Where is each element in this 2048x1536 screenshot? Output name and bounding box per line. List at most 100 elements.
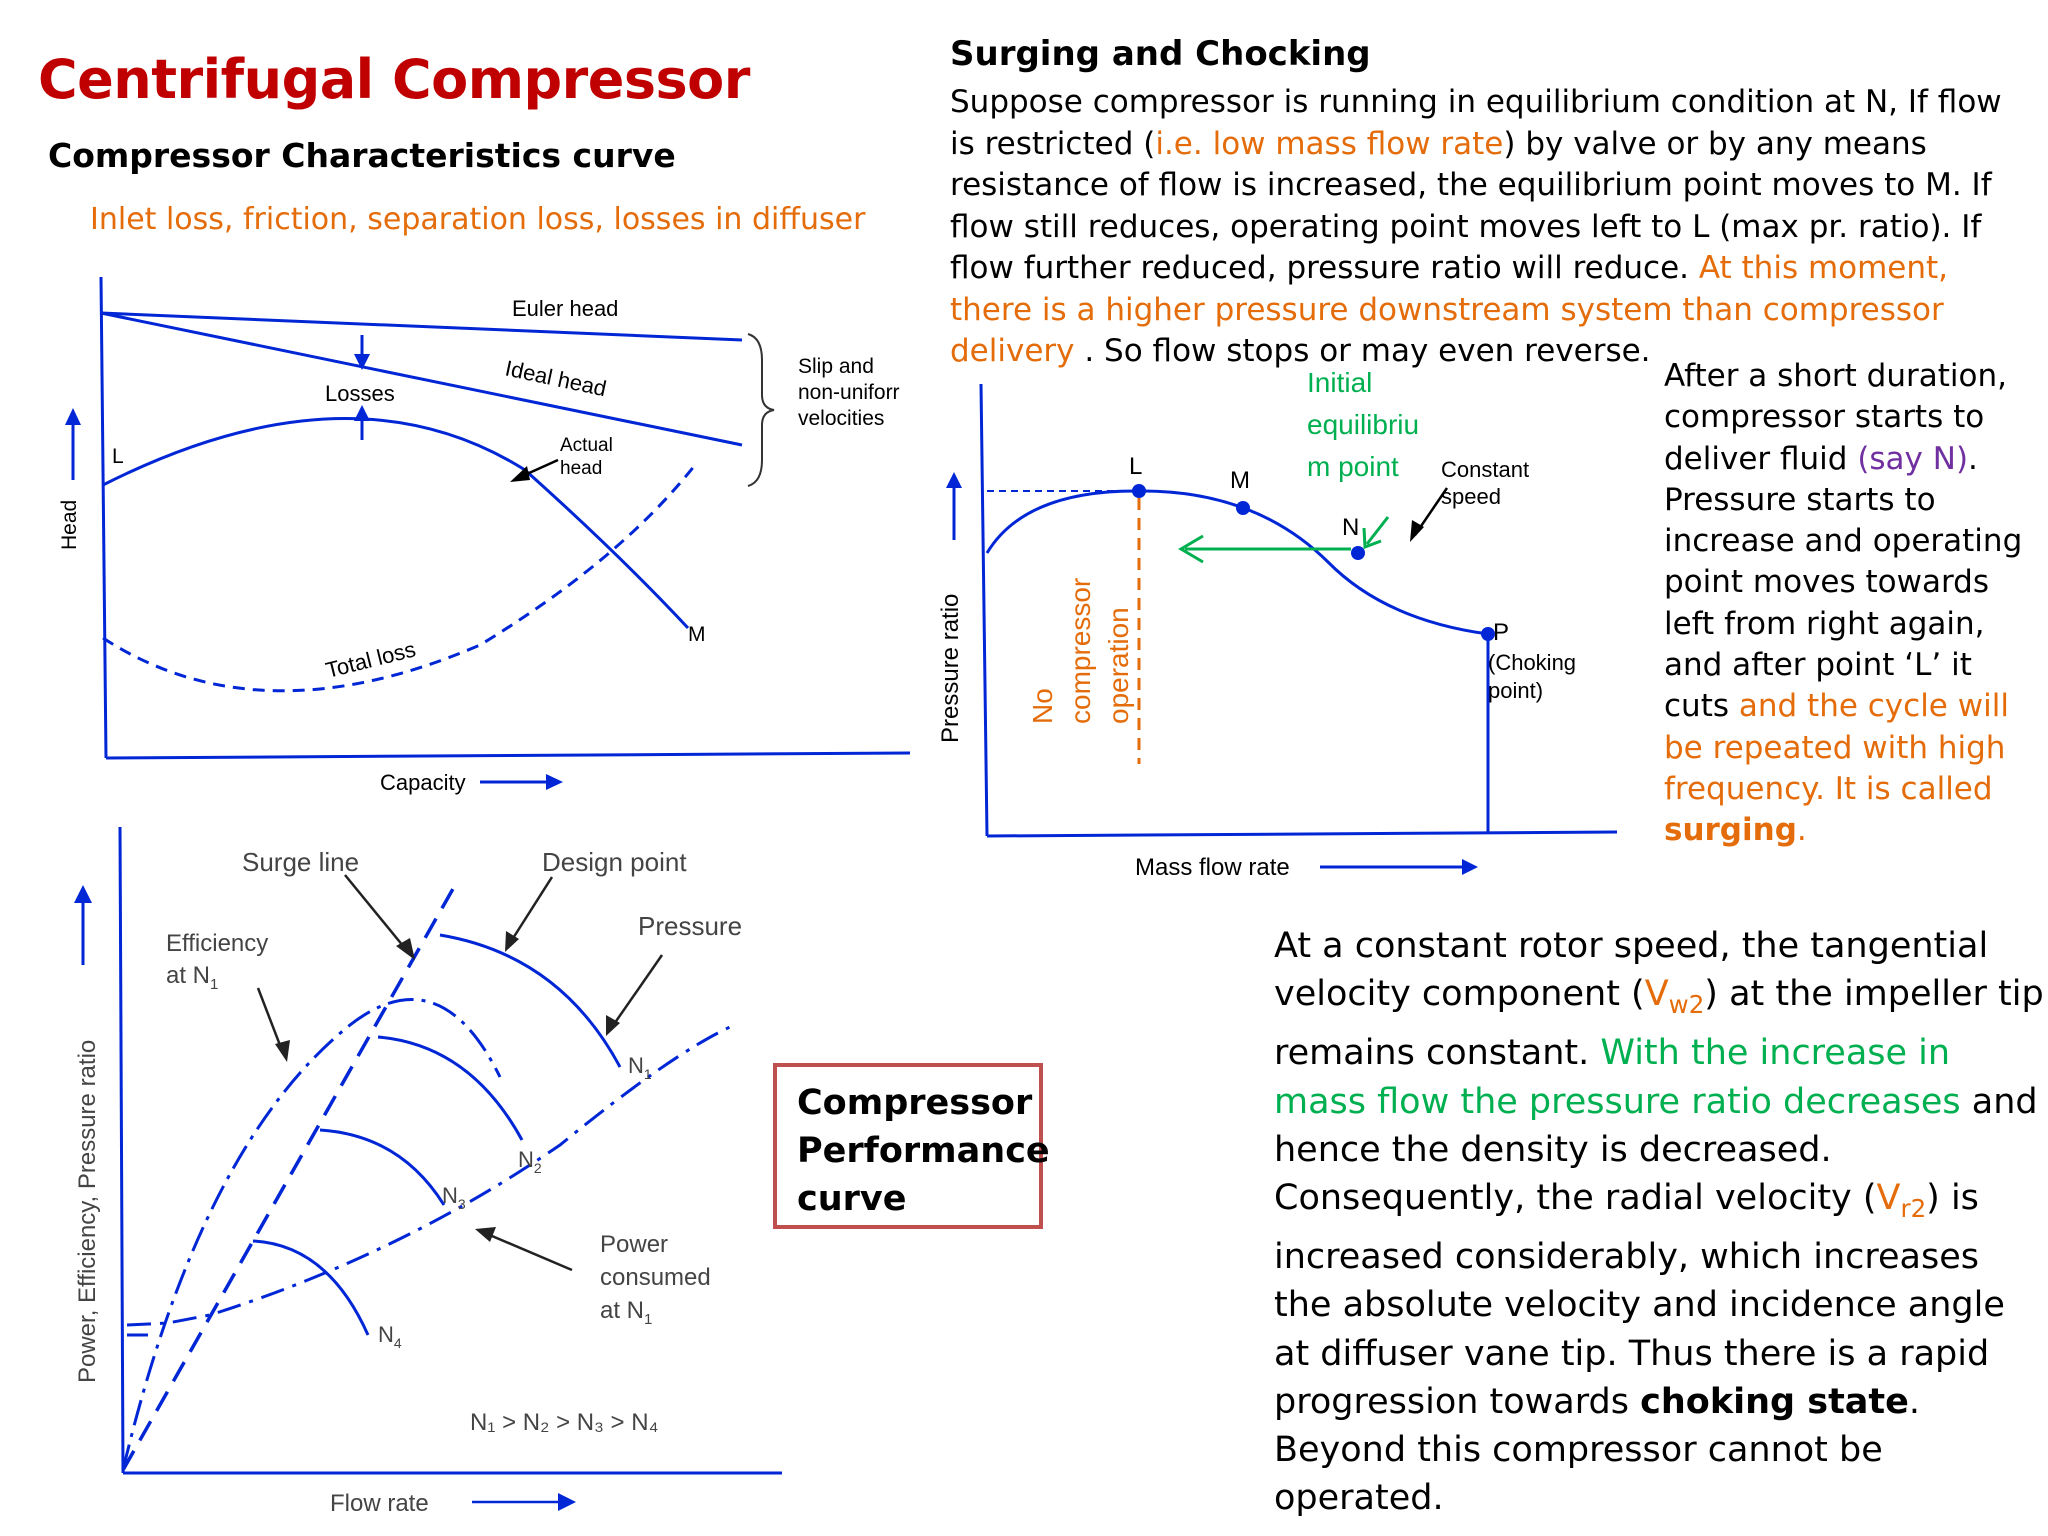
speed-curve-n1 bbox=[439, 933, 622, 1068]
page-title: Centrifugal Compressor bbox=[38, 48, 750, 111]
surging-text-a: Suppose compressor is running in equilib… bbox=[950, 84, 2002, 162]
surging-explanation: After a short duration, compressor start… bbox=[1664, 356, 2039, 852]
speed-curve-n4 bbox=[252, 1239, 370, 1336]
actual-head-label-2: head bbox=[560, 458, 602, 479]
flow-rate-axis-label: Flow rate bbox=[330, 1490, 429, 1517]
bottom-text-v1: V bbox=[1644, 974, 1669, 1015]
speed-order-label: N₁ > N₂ > N₃ > N₄ bbox=[470, 1409, 658, 1436]
design-point-pointer bbox=[508, 876, 554, 944]
perf-box-line-2: Performance bbox=[797, 1131, 1050, 1171]
surge-line-label: Surge line bbox=[242, 847, 359, 877]
surge-line bbox=[121, 879, 460, 1471]
surging-text-d: At this moment, there is a higher pressu… bbox=[950, 250, 1949, 369]
speed-curve-n3 bbox=[319, 1128, 446, 1206]
no-operation-label-1: No bbox=[1027, 688, 1058, 724]
capacity-axis-label: Capacity bbox=[380, 770, 466, 795]
surge-point-m-label: M bbox=[1230, 467, 1250, 494]
choking-label-1: (Choking bbox=[1488, 650, 1576, 675]
point-l-label: L bbox=[112, 445, 124, 468]
pressure-ratio-axis bbox=[979, 383, 989, 837]
speed-label-n2: N2 bbox=[518, 1147, 542, 1176]
efficiency-label-2: at N1 bbox=[166, 962, 218, 993]
surging-text-e: . So flow stops or may even reverse. bbox=[1074, 333, 1651, 369]
pressure-pointer bbox=[610, 954, 664, 1028]
slip-brace bbox=[747, 333, 775, 487]
power-curve bbox=[126, 1025, 731, 1327]
point-m-label: M bbox=[688, 623, 706, 646]
slip-label-1: Slip and bbox=[798, 355, 874, 378]
head-axis-label: Head bbox=[58, 500, 81, 550]
section-subtitle: Compressor Characteristics curve bbox=[48, 136, 676, 175]
surging-text-c: ) by valve or by any means resistance of… bbox=[950, 125, 1992, 287]
characteristics-diagram: Euler head Ideal head Losses Slip and no… bbox=[58, 276, 911, 795]
bottom-text-a: At a constant rotor speed, the tangentia… bbox=[1274, 926, 1989, 1015]
mass-flow-axis bbox=[986, 830, 1618, 838]
total-loss-curve bbox=[102, 464, 697, 693]
side-text-f: . bbox=[1796, 812, 1807, 849]
surge-point-l-label: L bbox=[1129, 453, 1142, 480]
point-p-marker bbox=[1481, 627, 1495, 641]
power-label-1: Power bbox=[600, 1231, 668, 1258]
bottom-text-g: . Beyond this compressor cannot be opera… bbox=[1274, 1381, 1921, 1519]
side-text-e: surging bbox=[1664, 812, 1797, 849]
point-n-marker bbox=[1351, 546, 1365, 560]
actual-head-curve bbox=[102, 417, 690, 630]
surge-point-p-label: P bbox=[1493, 619, 1509, 646]
losses-note: Inlet loss, friction, separation loss, l… bbox=[90, 202, 866, 237]
surging-text-b: i.e. low mass flow rate bbox=[1155, 125, 1504, 162]
efficiency-label-1: Efficiency bbox=[166, 930, 268, 957]
perf-box-line-3: curve bbox=[797, 1179, 907, 1219]
pressure-label: Pressure bbox=[638, 911, 742, 941]
surging-paragraph: Suppose compressor is running in equilib… bbox=[950, 82, 2035, 373]
choking-explanation: At a constant rotor speed, the tangentia… bbox=[1274, 922, 2044, 1522]
slip-label-2: non-uniforr bbox=[798, 381, 900, 404]
speed-label-n1: N1 bbox=[628, 1053, 652, 1082]
surge-point-n-label: N bbox=[1342, 514, 1359, 541]
point-l-marker bbox=[1132, 484, 1146, 498]
constant-speed-label-2: speed bbox=[1441, 484, 1501, 509]
no-operation-label-2: compressor bbox=[1065, 578, 1096, 724]
speed-label-n4: N4 bbox=[378, 1322, 402, 1351]
side-text-c: . Pressure starts to increase and operat… bbox=[1664, 440, 2023, 725]
losses-label: Losses bbox=[325, 381, 395, 406]
pressure-ratio-axis-label: Pressure ratio bbox=[937, 594, 964, 743]
choking-label-2: point) bbox=[1488, 678, 1543, 703]
efficiency-curve bbox=[121, 998, 502, 1471]
no-operation-label-3: operation bbox=[1103, 607, 1134, 724]
actual-head-label-1: Actual bbox=[560, 435, 613, 456]
head-axis-line bbox=[99, 276, 108, 759]
ideal-head-label: Ideal head bbox=[503, 355, 609, 401]
bottom-text-d: and hence the density is decreased. Cons… bbox=[1274, 1081, 2038, 1219]
bottom-text-c: With the increase in mass flow the press… bbox=[1274, 1033, 1961, 1122]
power-label-2: consumed bbox=[600, 1264, 711, 1291]
speed-label-n3: N3 bbox=[442, 1183, 466, 1212]
bottom-text-v2-sub: r2 bbox=[1900, 1194, 1927, 1224]
initial-label-2: equilibriu bbox=[1307, 409, 1419, 440]
power-label-3: at N1 bbox=[600, 1297, 652, 1328]
bottom-text-v2: V bbox=[1876, 1178, 1901, 1219]
efficiency-pointer bbox=[256, 987, 285, 1054]
total-loss-label: Total loss bbox=[323, 636, 418, 682]
constant-speed-curve bbox=[985, 489, 1489, 636]
constant-speed-label-1: Constant bbox=[1441, 457, 1529, 482]
surge-line-pointer bbox=[344, 874, 409, 953]
surging-heading: Surging and Chocking bbox=[950, 34, 1371, 74]
surging-diagram: Initial equilibriu m point Constant spee… bbox=[937, 367, 1618, 881]
side-text-a: After a short duration, compressor start… bbox=[1664, 358, 2007, 477]
bottom-text-b: ) at the impeller tip remains constant. bbox=[1274, 974, 2044, 1074]
euler-head-line bbox=[100, 311, 743, 342]
design-point-label: Design point bbox=[542, 847, 687, 877]
bottom-text-e: ) is increased considerably, which incre… bbox=[1274, 1178, 2005, 1422]
euler-head-label: Euler head bbox=[512, 296, 618, 321]
performance-curve-box: Compressor Performance curve bbox=[773, 1063, 1050, 1229]
point-m-marker bbox=[1236, 501, 1250, 515]
initial-point-pointer bbox=[1365, 516, 1390, 545]
bottom-text-f: choking state bbox=[1640, 1381, 1909, 1422]
initial-label-1: Initial bbox=[1307, 367, 1372, 398]
side-text-d: and the cycle will be repeated with high… bbox=[1664, 688, 2009, 807]
performance-diagram: Surge line Design point Pressure Efficie… bbox=[74, 826, 782, 1517]
ideal-head-line bbox=[100, 311, 743, 447]
perf-box-line-1: Compressor bbox=[797, 1083, 1033, 1123]
initial-label-3: m point bbox=[1307, 451, 1399, 482]
slip-label-3: velocities bbox=[798, 407, 884, 430]
